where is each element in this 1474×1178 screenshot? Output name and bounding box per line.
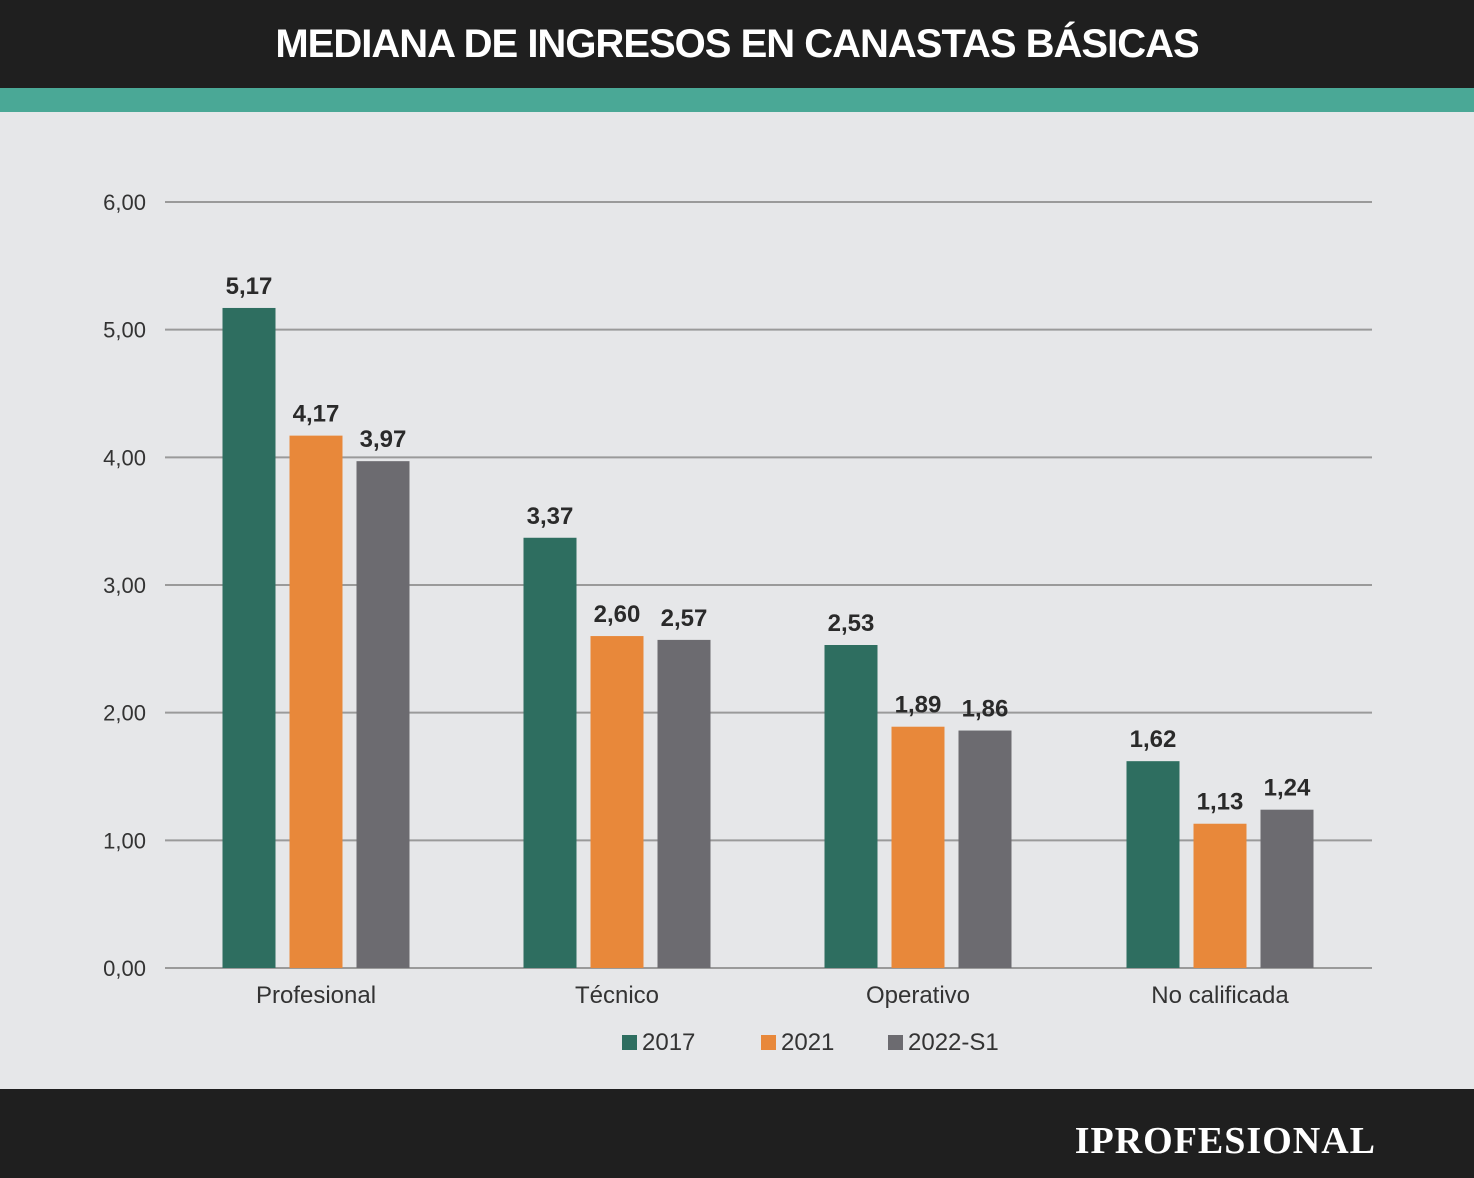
bar-2022-S1-operativo	[958, 730, 1012, 968]
bar-2021-no-calificada	[1193, 823, 1247, 968]
data-label: 5,17	[226, 273, 273, 300]
y-tick-label: 1,00	[103, 828, 146, 853]
bar-2021-operativo	[891, 726, 945, 968]
legend-label: 2017	[642, 1029, 695, 1056]
bar-2022-S1-técnico	[657, 639, 711, 968]
x-tick-label: No calificada	[1151, 982, 1289, 1009]
data-label: 3,37	[527, 503, 574, 530]
bar-2022-S1-profesional	[356, 461, 410, 968]
chart-title: MEDIANA DE INGRESOS EN CANASTAS BÁSICAS	[275, 21, 1199, 66]
accent-bar	[0, 88, 1474, 112]
y-tick-label: 0,00	[103, 956, 146, 981]
bar-2017-técnico	[523, 537, 577, 968]
bar-2021-técnico	[590, 636, 644, 968]
data-label: 1,13	[1197, 789, 1244, 816]
legend-swatch-2017	[622, 1035, 637, 1050]
y-tick-label: 6,00	[103, 190, 146, 215]
bar-2017-profesional	[222, 307, 276, 968]
data-label: 3,97	[360, 426, 407, 453]
data-label: 1,86	[962, 696, 1009, 723]
data-label: 1,62	[1130, 726, 1177, 753]
legend-swatch-2022-S1	[888, 1035, 903, 1050]
y-tick-label: 2,00	[103, 701, 146, 726]
y-tick-label: 3,00	[103, 573, 146, 598]
x-tick-label: Profesional	[256, 982, 376, 1009]
data-label: 4,17	[293, 401, 340, 428]
data-label: 1,24	[1264, 775, 1311, 802]
footer: IPROFESIONAL	[0, 1089, 1474, 1178]
x-tick-label: Operativo	[866, 982, 970, 1009]
data-label: 2,53	[828, 610, 875, 637]
data-label: 2,60	[594, 601, 641, 628]
y-tick-label: 5,00	[103, 318, 146, 343]
legend-swatch-2021	[761, 1035, 776, 1050]
legend-label: 2021	[781, 1029, 834, 1056]
bar-2017-operativo	[824, 645, 878, 968]
y-tick-label: 4,00	[103, 445, 146, 470]
bar-2017-no-calificada	[1126, 761, 1180, 968]
bar-2021-profesional	[289, 435, 343, 968]
x-tick-label: Técnico	[575, 982, 659, 1009]
data-label: 2,57	[661, 605, 708, 632]
legend-label: 2022-S1	[908, 1029, 999, 1056]
bar-2022-S1-no-calificada	[1260, 809, 1314, 968]
data-label: 1,89	[895, 692, 942, 719]
chart-header: MEDIANA DE INGRESOS EN CANASTAS BÁSICAS	[0, 0, 1474, 88]
bar-chart: 0,00 1,00 2,00 3,00 4,00 5,00 6,00 5,17 4,17 3,97…	[103, 190, 1372, 1056]
brand-logo: IPROFESIONAL	[1074, 1120, 1376, 1162]
